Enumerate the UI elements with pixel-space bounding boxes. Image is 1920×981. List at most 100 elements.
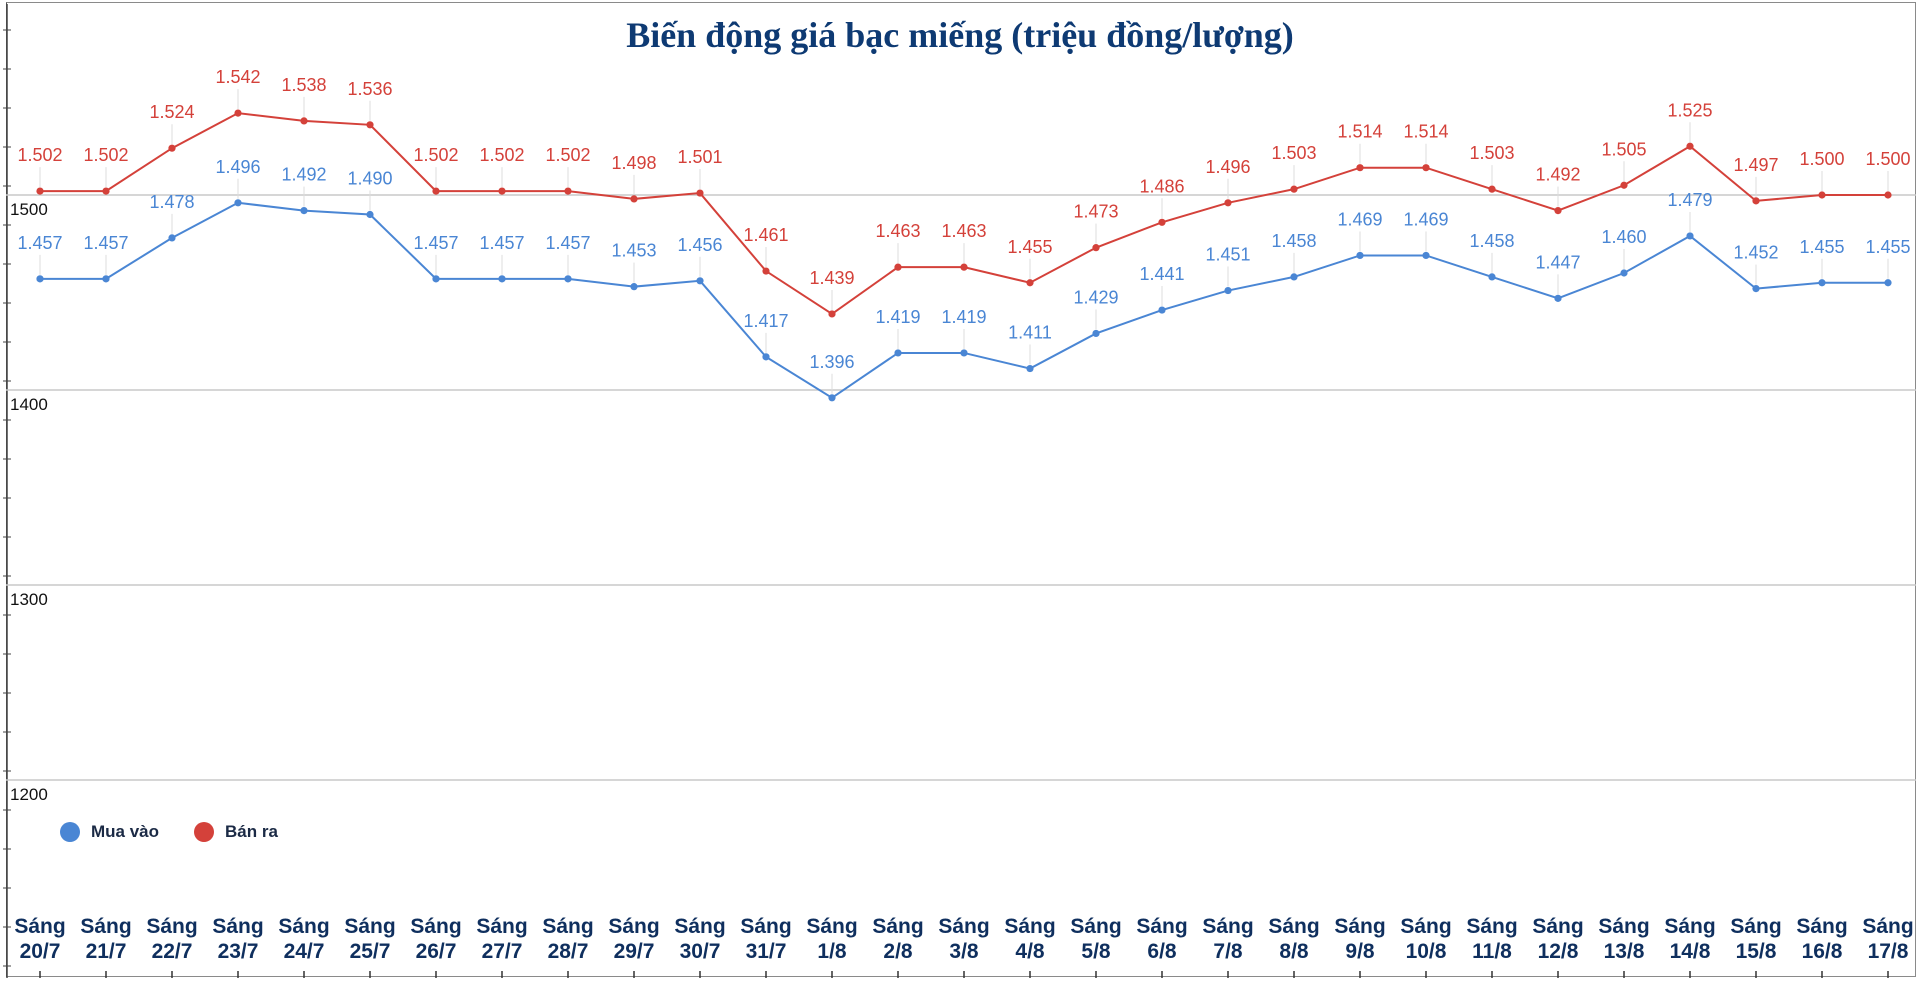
x-tick-label-line1: Sáng	[1070, 915, 1121, 938]
x-tick-label-line2: 7/8	[1213, 940, 1243, 963]
data-label-0-9: 1.453	[611, 241, 656, 261]
x-tick-label-line2: 14/8	[1670, 940, 1711, 963]
data-point-0-5	[366, 210, 374, 219]
legend-buy-marker	[60, 822, 80, 842]
x-tick-label-line1: Sáng	[1202, 915, 1253, 938]
data-label-1-3: 1.542	[215, 67, 260, 87]
x-tick-label-line1: Sáng	[1664, 915, 1715, 938]
data-point-0-26	[1752, 285, 1760, 293]
x-tick-label-line2: 29/7	[614, 940, 655, 963]
data-point-0-7	[498, 275, 506, 283]
x-tick-label-line2: 12/8	[1538, 940, 1579, 963]
x-tick-label-line2: 17/8	[1868, 940, 1909, 963]
data-label-0-5: 1.490	[347, 169, 392, 189]
x-tick-label-line2: 26/7	[416, 940, 457, 963]
data-label-1-23: 1.492	[1535, 165, 1580, 185]
x-tick-label-line1: Sáng	[14, 915, 65, 938]
data-point-0-0	[36, 275, 44, 283]
x-tick-label-line1: Sáng	[938, 915, 989, 938]
data-label-1-11: 1.461	[743, 225, 788, 245]
x-tick-label-line2: 24/7	[284, 940, 325, 963]
data-label-1-1: 1.502	[83, 145, 128, 165]
data-point-1-17	[1158, 218, 1166, 226]
data-point-0-22	[1488, 273, 1496, 281]
data-point-0-24	[1620, 269, 1628, 277]
data-point-1-14	[960, 263, 968, 271]
data-label-1-8: 1.502	[545, 145, 590, 165]
data-label-0-0: 1.457	[17, 233, 62, 253]
x-tick-label-line2: 2/8	[883, 940, 913, 963]
x-tick-label-line2: 28/7	[548, 940, 589, 963]
data-label-1-27: 1.500	[1799, 149, 1844, 169]
x-tick-label-line2: 30/7	[680, 940, 721, 963]
x-tick-label-line1: Sáng	[344, 915, 395, 938]
x-tick-label-line1: Sáng	[212, 915, 263, 938]
data-label-1-21: 1.514	[1403, 122, 1448, 142]
legend-buy-label: Mua vào	[91, 822, 160, 841]
data-label-1-4: 1.538	[281, 75, 326, 95]
legend-item-sell[interactable]: Bán ra	[194, 822, 278, 842]
data-label-0-11: 1.417	[743, 311, 788, 331]
x-tick-label-line1: Sáng	[146, 915, 197, 938]
x-tick-label-line1: Sáng	[1466, 915, 1517, 938]
data-point-1-3	[234, 109, 242, 117]
x-tick-label-line2: 27/7	[482, 940, 523, 963]
data-point-0-4	[300, 207, 308, 215]
data-label-1-26: 1.497	[1733, 155, 1778, 175]
y-tick-label-1300: 1300	[10, 590, 48, 609]
data-label-1-9: 1.498	[611, 153, 656, 173]
x-tick-label-line2: 11/8	[1472, 940, 1512, 963]
data-label-0-26: 1.452	[1733, 243, 1778, 263]
x-tick-label-line2: 9/8	[1345, 940, 1375, 963]
data-point-0-28	[1884, 279, 1892, 287]
data-label-1-15: 1.455	[1007, 237, 1052, 257]
data-point-0-20	[1356, 251, 1364, 260]
x-tick-label-line2: 13/8	[1604, 940, 1645, 963]
data-point-1-21	[1422, 164, 1430, 172]
x-tick-label-line1: Sáng	[608, 915, 659, 938]
y-tick-label-1500: 1500	[10, 200, 48, 219]
data-label-0-8: 1.457	[545, 233, 590, 253]
x-tick-label-line2: 6/8	[1147, 940, 1177, 963]
x-tick-label-line1: Sáng	[1400, 915, 1451, 938]
data-point-1-11	[762, 267, 770, 275]
x-tick-label-line1: Sáng	[1796, 915, 1847, 938]
data-label-1-20: 1.514	[1337, 122, 1382, 142]
x-tick-label-line2: 23/7	[218, 940, 259, 963]
x-tick-label-line2: 22/7	[152, 940, 193, 963]
legend-sell-label: Bán ra	[225, 822, 278, 841]
data-label-0-10: 1.456	[677, 235, 722, 255]
data-label-0-19: 1.458	[1271, 231, 1316, 251]
data-point-0-14	[960, 349, 968, 357]
x-tick-label-line2: 3/8	[949, 940, 979, 963]
data-point-1-23	[1554, 207, 1562, 215]
data-point-0-18	[1224, 286, 1232, 295]
data-point-1-16	[1092, 244, 1100, 252]
data-label-0-4: 1.492	[281, 165, 326, 185]
data-point-0-19	[1290, 273, 1298, 281]
data-point-1-8	[564, 187, 572, 195]
x-tick-label-line2: 10/8	[1406, 940, 1447, 963]
x-tick-label-line1: Sáng	[1598, 915, 1649, 938]
data-point-1-0	[36, 187, 44, 195]
x-tick-label-line2: 15/8	[1736, 940, 1777, 963]
data-point-1-7	[498, 187, 506, 195]
data-point-0-3	[234, 199, 242, 207]
data-label-1-22: 1.503	[1469, 143, 1514, 163]
data-point-1-27	[1818, 191, 1826, 199]
data-label-1-25: 1.525	[1667, 100, 1712, 120]
x-tick-label-line2: 4/8	[1015, 940, 1045, 963]
data-point-1-6	[432, 187, 440, 195]
x-tick-label-line1: Sáng	[1136, 915, 1187, 938]
data-point-1-22	[1488, 185, 1496, 193]
data-label-0-15: 1.411	[1008, 323, 1052, 343]
data-point-1-25	[1686, 142, 1694, 150]
x-tick-label-line2: 8/8	[1279, 940, 1309, 963]
data-label-1-5: 1.536	[347, 79, 392, 99]
data-point-0-1	[102, 275, 110, 283]
data-point-0-2	[168, 234, 176, 242]
legend-item-buy[interactable]: Mua vào	[60, 822, 159, 842]
x-tick-label-line2: 20/7	[20, 940, 61, 963]
data-label-0-6: 1.457	[413, 233, 458, 253]
data-label-1-10: 1.501	[677, 147, 722, 167]
